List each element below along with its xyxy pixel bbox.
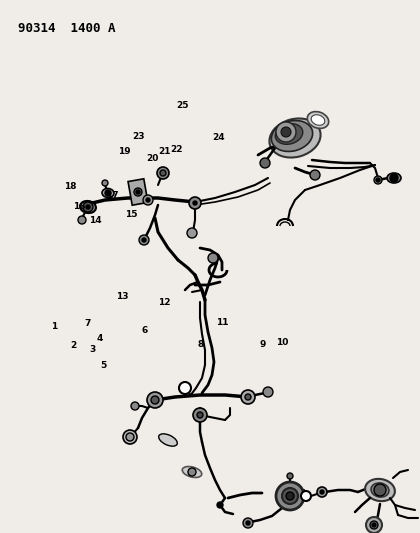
Ellipse shape	[182, 466, 202, 478]
Circle shape	[374, 484, 386, 496]
Circle shape	[139, 235, 149, 245]
Circle shape	[179, 382, 191, 394]
Circle shape	[102, 180, 108, 186]
Circle shape	[134, 188, 142, 196]
Text: 19: 19	[118, 148, 131, 156]
Text: 20: 20	[146, 154, 158, 163]
Circle shape	[263, 387, 273, 397]
Circle shape	[287, 473, 293, 479]
Text: 11: 11	[216, 318, 229, 327]
Ellipse shape	[275, 124, 303, 144]
Circle shape	[105, 190, 111, 196]
Circle shape	[281, 127, 291, 137]
Text: 3: 3	[89, 345, 95, 353]
Text: 13: 13	[116, 293, 128, 301]
Circle shape	[320, 490, 324, 494]
Circle shape	[197, 412, 203, 418]
Circle shape	[286, 492, 294, 500]
Polygon shape	[128, 179, 148, 205]
Circle shape	[208, 253, 218, 263]
Ellipse shape	[102, 189, 114, 198]
Circle shape	[187, 228, 197, 238]
Text: 8: 8	[198, 340, 204, 349]
Circle shape	[282, 488, 298, 504]
Circle shape	[143, 195, 153, 205]
Text: 25: 25	[176, 101, 189, 109]
Text: 14: 14	[89, 216, 102, 224]
Ellipse shape	[311, 115, 325, 125]
Ellipse shape	[307, 111, 329, 128]
Circle shape	[366, 517, 382, 533]
Text: 12: 12	[158, 298, 170, 307]
Ellipse shape	[387, 173, 401, 183]
Circle shape	[157, 167, 169, 179]
Circle shape	[217, 502, 223, 508]
Circle shape	[243, 518, 253, 528]
Text: 22: 22	[170, 145, 183, 154]
Text: 23: 23	[132, 133, 145, 141]
Circle shape	[245, 394, 251, 400]
Circle shape	[151, 396, 159, 404]
Ellipse shape	[159, 434, 177, 446]
Text: 9: 9	[259, 341, 266, 349]
Circle shape	[193, 201, 197, 205]
Circle shape	[301, 491, 311, 501]
Text: 21: 21	[158, 148, 171, 156]
Circle shape	[188, 468, 196, 476]
Circle shape	[146, 198, 150, 202]
Text: 4: 4	[96, 334, 103, 343]
Ellipse shape	[365, 479, 395, 501]
Circle shape	[78, 216, 86, 224]
Text: 1: 1	[52, 322, 58, 330]
Circle shape	[276, 122, 296, 142]
Ellipse shape	[80, 201, 96, 213]
Text: 24: 24	[212, 133, 225, 142]
Text: 2: 2	[71, 341, 76, 350]
Circle shape	[374, 176, 382, 184]
Ellipse shape	[371, 483, 389, 497]
Circle shape	[123, 430, 137, 444]
Text: 18: 18	[64, 182, 76, 191]
Text: 15: 15	[125, 211, 138, 219]
Text: 16: 16	[73, 203, 85, 211]
Circle shape	[246, 521, 250, 525]
Circle shape	[390, 174, 398, 182]
Text: 90314  1400 A: 90314 1400 A	[18, 22, 116, 35]
Circle shape	[376, 178, 380, 182]
Text: 5: 5	[101, 361, 107, 369]
Circle shape	[241, 390, 255, 404]
Circle shape	[86, 205, 90, 209]
Circle shape	[370, 521, 378, 529]
Circle shape	[193, 408, 207, 422]
Circle shape	[136, 190, 140, 194]
Circle shape	[317, 487, 327, 497]
Circle shape	[142, 238, 146, 242]
Ellipse shape	[271, 120, 312, 151]
Text: 17: 17	[106, 191, 119, 200]
Circle shape	[147, 392, 163, 408]
Text: 7: 7	[84, 319, 91, 328]
Text: 6: 6	[142, 326, 148, 335]
Circle shape	[189, 197, 201, 209]
Circle shape	[83, 202, 93, 212]
Circle shape	[126, 433, 134, 441]
Circle shape	[276, 482, 304, 510]
Ellipse shape	[269, 118, 320, 158]
Circle shape	[372, 523, 376, 527]
Text: 10: 10	[276, 338, 289, 347]
Circle shape	[260, 158, 270, 168]
Circle shape	[131, 402, 139, 410]
Circle shape	[160, 170, 166, 176]
Circle shape	[310, 170, 320, 180]
